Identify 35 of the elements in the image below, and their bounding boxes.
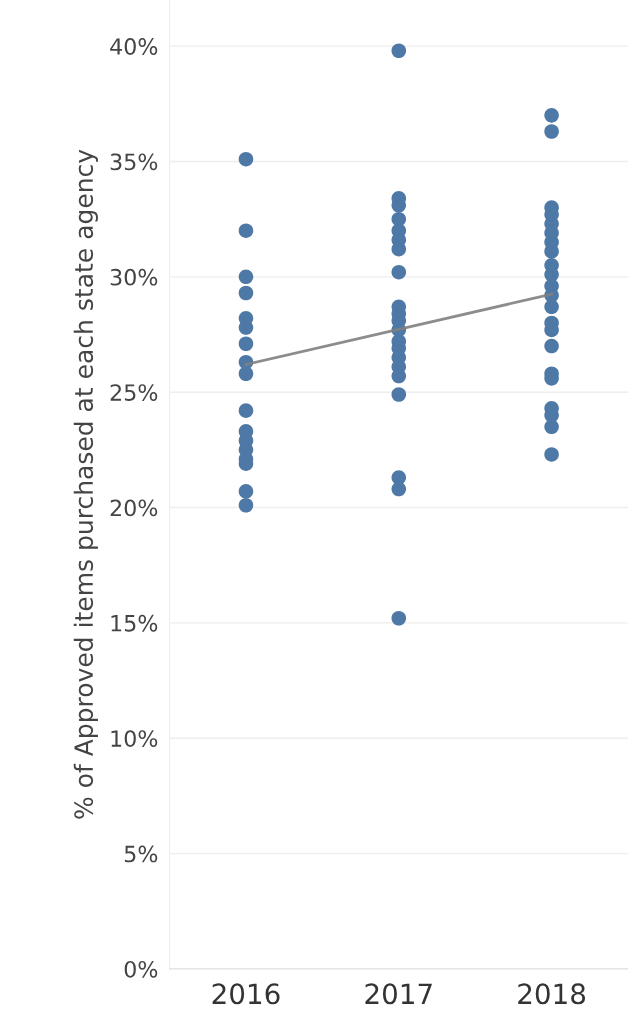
point (391, 264, 407, 280)
point (238, 336, 254, 352)
point (544, 244, 559, 259)
point (238, 285, 254, 301)
point (238, 484, 254, 499)
point (544, 299, 559, 315)
point (238, 269, 254, 285)
point (544, 447, 559, 462)
point (544, 124, 559, 139)
point (238, 151, 254, 167)
point (238, 403, 254, 418)
y-tick-label: 25% (110, 384, 158, 401)
point (544, 419, 559, 435)
y-tick-label: 15% (111, 614, 158, 632)
y-tick-label: 40% (110, 38, 158, 55)
y-axis-title: % of Approved items purchased at each state agency (73, 149, 98, 819)
point (391, 610, 407, 626)
point (238, 223, 254, 238)
x-tick-label: 2018 (518, 983, 586, 1005)
point (544, 338, 559, 354)
point (544, 108, 559, 123)
y-tick-label: 30% (110, 268, 158, 286)
y-tick-label: 20% (110, 499, 158, 517)
y-tick-label: 0% (124, 960, 158, 978)
x-tick-label: 2017 (365, 983, 432, 1005)
y-tick-label: 10% (111, 730, 158, 747)
point (391, 43, 407, 59)
y-tick-label: 5% (124, 845, 158, 863)
point (238, 497, 254, 513)
y-tick-label: 35% (110, 153, 158, 171)
x-tick-label: 2016 (212, 983, 280, 1005)
point (238, 320, 254, 335)
point (238, 366, 254, 382)
point (391, 481, 407, 497)
point (391, 387, 407, 402)
